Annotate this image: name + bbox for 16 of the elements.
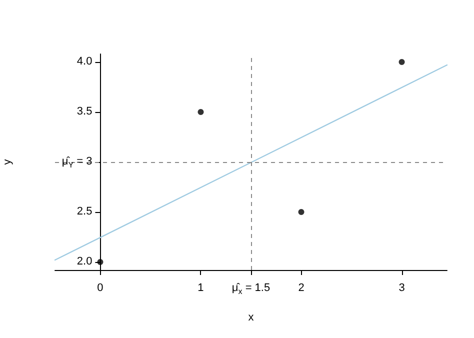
x-tick-label: 1: [198, 282, 204, 295]
x-tick-label: μ̂$_{x}$ = 1.5: [232, 282, 270, 296]
x-tick-label: 3: [398, 282, 405, 295]
y-axis-title: y: [2, 158, 14, 165]
y-tick-label: μ̂$_{Y}$ = 3: [62, 156, 92, 170]
y-tick-label: 2.0: [76, 256, 92, 268]
x-axis-title: x: [248, 312, 254, 324]
point: [398, 59, 405, 65]
y-tick-label: 3.5: [76, 106, 92, 118]
point: [198, 109, 204, 115]
x-tick-label: 0: [97, 282, 104, 295]
y-tick-label: 4.0: [76, 56, 92, 68]
x-tick-label: 2: [298, 282, 304, 295]
point: [97, 259, 104, 265]
point: [298, 209, 304, 215]
y-tick-label: 2.5: [76, 206, 92, 218]
